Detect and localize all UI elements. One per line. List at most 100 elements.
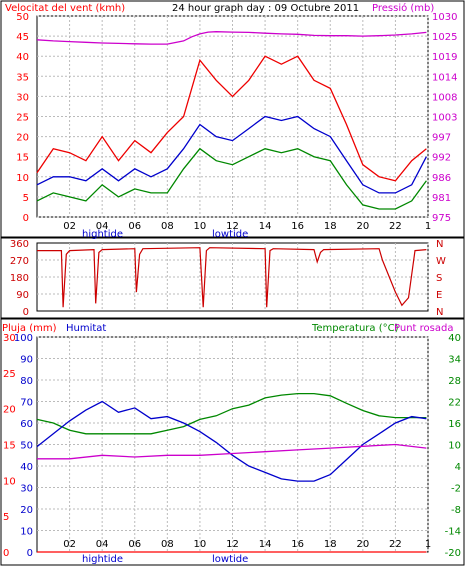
pressure-tick-label: 1014 <box>432 72 457 83</box>
temperature-tick-label: 34 <box>448 355 461 366</box>
x-tick-label: 16 <box>291 539 304 550</box>
direction-tick-label: 270 <box>10 256 29 267</box>
compass-tick-label: S <box>436 273 442 284</box>
min-wind-line <box>36 147 427 210</box>
temperature-tick-label: -14 <box>445 527 461 538</box>
wind-tick-label: 50 <box>16 12 29 23</box>
x-tick-label: 04 <box>96 539 109 550</box>
x-tick-label: 12 <box>226 221 239 232</box>
compass-tick-label: N <box>436 307 443 318</box>
x-tick-label: 06 <box>128 221 141 232</box>
pressure-tick-label: 992 <box>432 153 451 164</box>
x-tick-label: 1 <box>425 539 431 550</box>
wind-direction-line <box>37 247 427 308</box>
wind-tick-label: 40 <box>16 52 29 63</box>
pressure-tick-label: 997 <box>432 133 451 144</box>
x-tick-label: 14 <box>259 539 272 550</box>
low-tide-label-bottom: lowtide <box>212 554 248 565</box>
x-tick-label: 14 <box>259 221 272 232</box>
pressure-tick-label: 975 <box>432 213 451 224</box>
temperature-tick-label: -2 <box>451 484 461 495</box>
pressure-tick-label: 1030 <box>432 12 457 23</box>
temperature-tick-label: -8 <box>451 505 461 516</box>
direction-tick-label: 0 <box>23 307 29 318</box>
top-panel-frame <box>0 0 465 238</box>
compass-tick-label: N <box>436 239 443 250</box>
pressure-tick-label: 1019 <box>432 52 457 63</box>
x-tick-label: 06 <box>128 539 141 550</box>
temperature-tick-label: 16 <box>448 419 461 430</box>
humidity-tick-label: 10 <box>20 527 33 538</box>
rain-tick-label: 20 <box>3 405 16 416</box>
temperature-tick-label: 4 <box>455 462 461 473</box>
chart-title: 24 hour graph day : 09 Octubre 2011 <box>172 3 359 14</box>
x-tick-label: 22 <box>389 539 402 550</box>
rain-tick-label: 10 <box>3 476 16 487</box>
rain-tick-label: 15 <box>3 441 16 452</box>
x-tick-label: 02 <box>63 221 76 232</box>
wind-tick-label: 30 <box>16 92 29 103</box>
high-tide-label-bottom: hightide <box>82 554 123 565</box>
rain-tick-label: 30 <box>3 333 16 344</box>
temperature-tick-label: -20 <box>445 548 461 559</box>
humidity-tick-label: 100 <box>14 333 33 344</box>
rain-tick-label: 5 <box>3 512 9 523</box>
x-tick-label: 20 <box>356 221 369 232</box>
rain-tick-label: 0 <box>3 548 9 559</box>
humidity-line <box>36 400 427 482</box>
humidity-tick-label: 0 <box>27 548 33 559</box>
compass-tick-label: W <box>436 256 446 267</box>
x-tick-label: 08 <box>161 539 174 550</box>
temperature-tick-label: 22 <box>448 398 461 409</box>
x-tick-label: 22 <box>389 221 402 232</box>
direction-tick-label: 360 <box>10 239 29 250</box>
temperature-tick-label: 28 <box>448 376 461 387</box>
x-tick-label: 08 <box>161 221 174 232</box>
pressure-axis-title: Pressió (mb) <box>372 2 434 14</box>
wind-tick-label: 45 <box>16 32 29 43</box>
rain-axis-title: Pluja (mm) <box>2 323 57 334</box>
humidity-tick-label: 90 <box>20 355 33 366</box>
pressure-line <box>36 31 427 45</box>
dewpoint-axis-title: Punt rosada <box>394 323 453 334</box>
wind-tick-label: 20 <box>16 133 29 144</box>
temperature-axis-title: Temperatura (°C) <box>311 323 399 334</box>
x-tick-label: 04 <box>96 221 109 232</box>
high-tide-label-top: hightide <box>82 229 123 240</box>
temperature-line <box>36 392 427 435</box>
humidity-axis-title: Humitat <box>66 323 106 334</box>
x-tick-label: 10 <box>194 221 207 232</box>
x-tick-label: 10 <box>194 539 207 550</box>
humidity-tick-label: 20 <box>20 505 33 516</box>
x-tick-label: 18 <box>324 539 337 550</box>
wind-axis-title: Velocitat del vent (kmh) <box>5 3 125 14</box>
humidity-tick-label: 30 <box>20 484 33 495</box>
temperature-tick-label: 40 <box>448 333 461 344</box>
pressure-tick-label: 986 <box>432 173 451 184</box>
wind-tick-label: 35 <box>16 72 29 83</box>
humidity-tick-label: 70 <box>20 398 33 409</box>
x-tick-label: 18 <box>324 221 337 232</box>
wind-tick-label: 10 <box>16 173 29 184</box>
wind-tick-label: 15 <box>16 153 29 164</box>
pressure-tick-label: 981 <box>432 193 451 204</box>
x-tick-label: 12 <box>226 539 239 550</box>
humidity-tick-label: 60 <box>20 419 33 430</box>
direction-tick-label: 90 <box>16 290 29 301</box>
dewpoint-line <box>37 443 427 460</box>
mid-panel-frame <box>0 237 465 319</box>
wind-tick-label: 0 <box>23 213 29 224</box>
gust-line <box>36 55 427 182</box>
humidity-tick-label: 40 <box>20 462 33 473</box>
bottom-panel-frame <box>0 318 465 566</box>
wind-tick-label: 25 <box>16 113 29 124</box>
humidity-tick-label: 80 <box>20 376 33 387</box>
x-tick-label: 20 <box>356 539 369 550</box>
rain-tick-label: 25 <box>3 369 16 380</box>
x-tick-label: 02 <box>63 539 76 550</box>
low-tide-label-top: lowtide <box>212 229 248 240</box>
x-tick-label: 16 <box>291 221 304 232</box>
x-tick-label: 1 <box>425 221 431 232</box>
